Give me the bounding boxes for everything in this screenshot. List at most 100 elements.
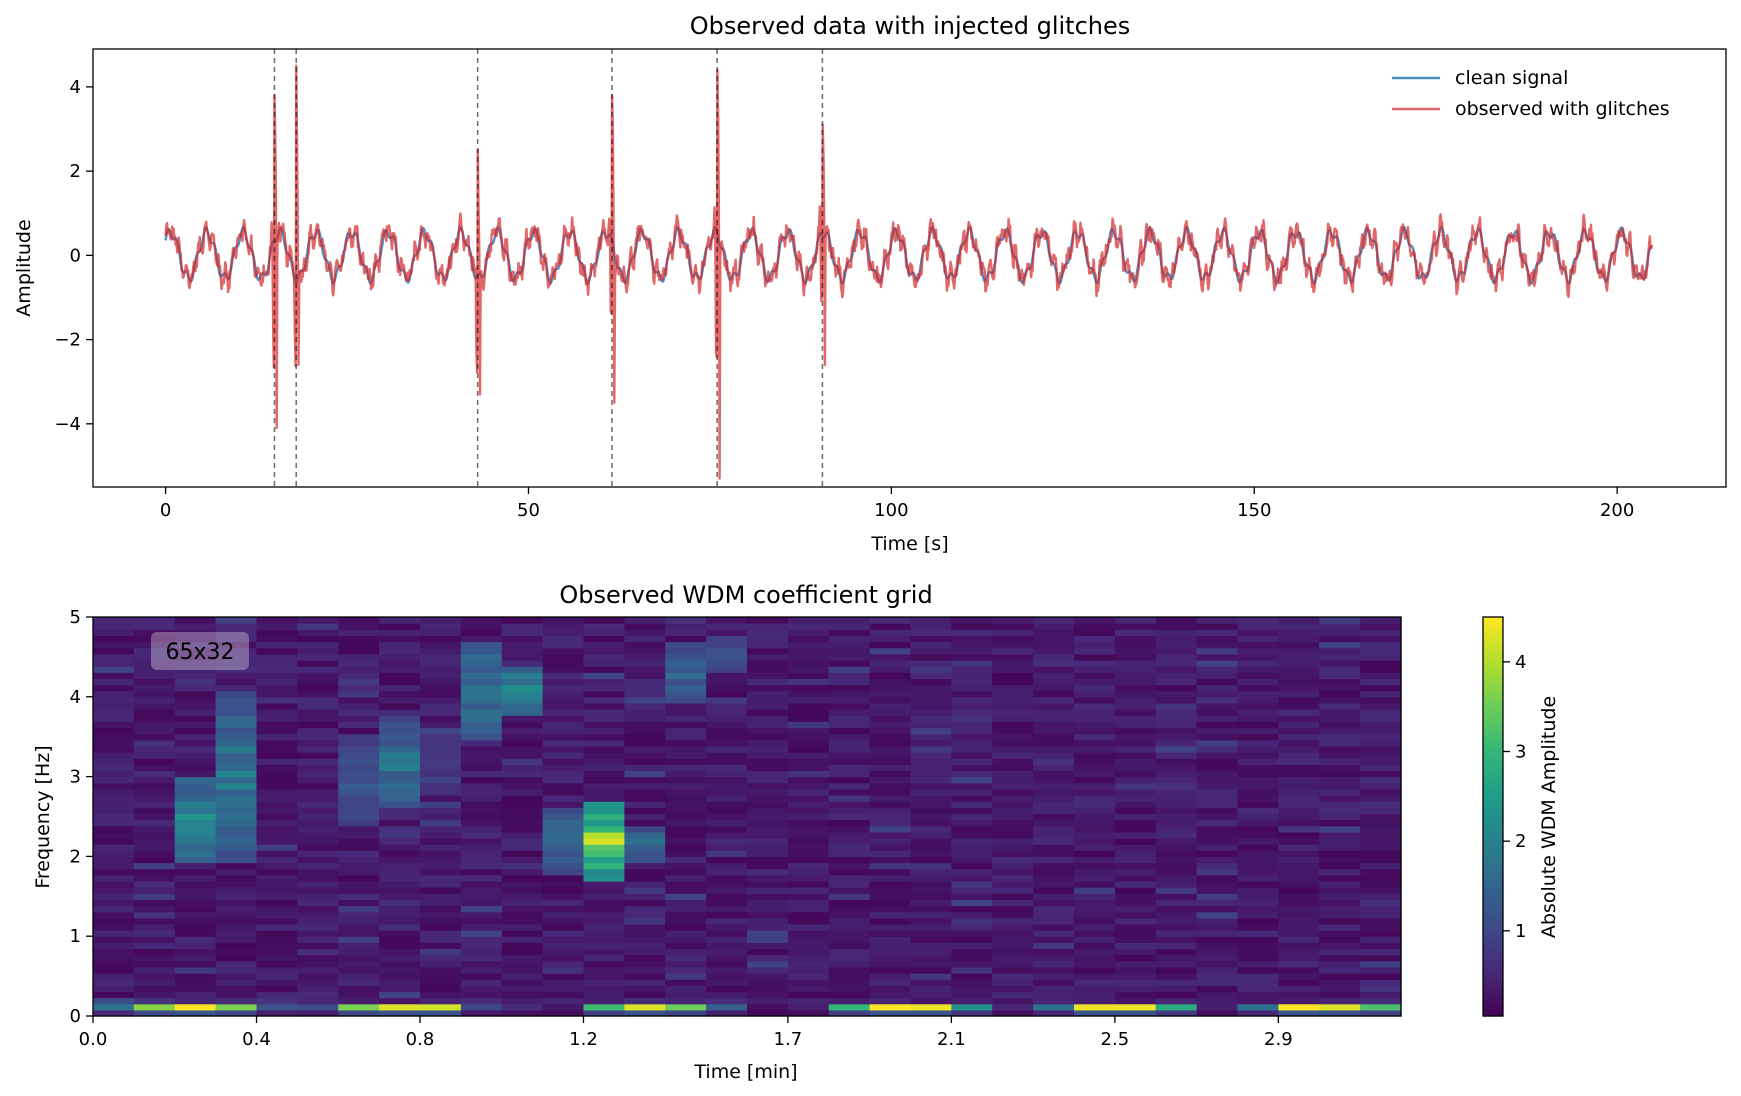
heatmap-cell <box>951 795 993 802</box>
heatmap-cell <box>501 623 544 630</box>
heatmap-cell <box>583 702 625 710</box>
heatmap-cell <box>215 752 258 759</box>
heatmap-cell <box>1074 690 1116 698</box>
heatmap-cell <box>1360 960 1402 968</box>
heatmap-cell <box>828 770 871 778</box>
heatmap-cell <box>992 831 1034 839</box>
heatmap-cell <box>379 752 421 759</box>
heatmap-cell <box>174 635 217 643</box>
heatmap-cell <box>1237 966 1279 974</box>
heatmap-cell <box>215 936 258 943</box>
heatmap-cell <box>624 752 666 759</box>
heatmap-cell <box>460 948 503 956</box>
heatmap-cell <box>869 727 912 735</box>
heatmap-cell <box>1114 917 1157 925</box>
heatmap-cell <box>542 973 585 980</box>
colorbar-segment <box>1483 936 1503 941</box>
heatmap-cell <box>174 752 217 759</box>
heatmap-cell <box>1319 997 1361 1005</box>
heatmap-cell <box>624 874 666 882</box>
heatmap-cell <box>951 960 993 968</box>
heatmap-cell <box>992 690 1034 698</box>
heatmap-cell <box>215 684 258 692</box>
heatmap-cell <box>256 991 298 999</box>
heatmap-cell <box>133 641 176 649</box>
heatmap-cell <box>828 653 871 661</box>
heatmap-cell <box>787 696 830 704</box>
heatmap-cell <box>1155 647 1198 655</box>
heatmap-cell <box>951 991 993 999</box>
heatmap-cell <box>1196 880 1239 888</box>
heatmap-cell <box>951 659 993 667</box>
colorbar-segment <box>1483 643 1503 648</box>
heatmap-cell <box>420 733 462 741</box>
heatmap-cell <box>420 880 462 888</box>
heatmap-cell <box>1114 678 1157 686</box>
heatmap-cell <box>420 973 462 980</box>
heatmap-cell <box>215 960 258 968</box>
heatmap-cell <box>665 617 707 624</box>
heatmap-cell <box>1114 887 1157 894</box>
heatmap-cell <box>665 795 707 802</box>
heatmap-cell <box>256 905 298 913</box>
colorbar-segment <box>1483 909 1503 914</box>
heatmap-cell <box>420 807 462 815</box>
heatmap-cell <box>1196 997 1239 1005</box>
heatmap-cell <box>297 733 339 741</box>
heatmap-cell <box>665 991 707 999</box>
heatmap-cell <box>501 647 544 655</box>
heatmap-cell <box>1237 702 1279 710</box>
heatmap-cell <box>1237 887 1279 894</box>
heatmap-cell <box>624 954 666 962</box>
heatmap-cell <box>460 954 503 962</box>
heatmap-cell <box>1033 733 1075 741</box>
heatmap-cell <box>665 727 707 735</box>
heatmap-cell <box>583 617 625 624</box>
heatmap-cell <box>501 629 544 637</box>
colorbar-segment <box>1483 676 1503 681</box>
heatmap-cell <box>1237 831 1279 839</box>
heatmap-cell <box>1237 954 1279 962</box>
heatmap-cell <box>338 874 380 882</box>
heatmap-cell <box>133 856 176 864</box>
heatmap-cell <box>174 641 217 649</box>
heatmap-cell <box>624 819 666 827</box>
heatmap-cell <box>1278 770 1320 778</box>
heatmap-cell <box>951 923 993 931</box>
heatmap-cell <box>1360 868 1402 876</box>
heatmap-cell <box>583 893 625 900</box>
heatmap-cell <box>910 923 952 931</box>
heatmap-cell <box>133 666 176 673</box>
heatmap-cell <box>297 813 339 821</box>
heatmap-cell <box>420 966 462 974</box>
heatmap-cell <box>501 672 544 679</box>
heatmap-cell <box>1237 629 1279 637</box>
heatmap-cell <box>1196 837 1239 845</box>
heatmap-cell <box>583 715 625 722</box>
heatmap-cell <box>1033 715 1075 722</box>
heatmap-cell <box>460 917 503 925</box>
heatmap-cell <box>460 709 503 716</box>
heatmap-cell <box>501 862 544 870</box>
heatmap-cell <box>501 831 544 839</box>
heatmap-cell <box>379 801 421 808</box>
heatmap-cell <box>1074 942 1116 950</box>
heatmap-cell <box>828 837 871 845</box>
heatmap-cell <box>420 856 462 864</box>
heatmap-cell <box>951 966 993 974</box>
heatmap-cell <box>338 954 380 962</box>
heatmap-cell <box>297 807 339 815</box>
heatmap-cell <box>1237 653 1279 661</box>
heatmap-cell <box>338 923 380 931</box>
heatmap-cell <box>1196 862 1239 870</box>
colorbar-segment <box>1483 999 1503 1004</box>
heatmap-cell <box>1196 666 1239 673</box>
wdm-title: Observed WDM coefficient grid <box>559 581 932 609</box>
heatmap-cell <box>542 782 585 790</box>
heatmap-cell <box>460 721 503 729</box>
heatmap-cell <box>542 727 585 735</box>
heatmap-cell <box>1033 979 1075 986</box>
heatmap-cell <box>951 930 993 937</box>
heatmap-cell <box>338 1003 380 1011</box>
heatmap-cell <box>665 629 707 637</box>
